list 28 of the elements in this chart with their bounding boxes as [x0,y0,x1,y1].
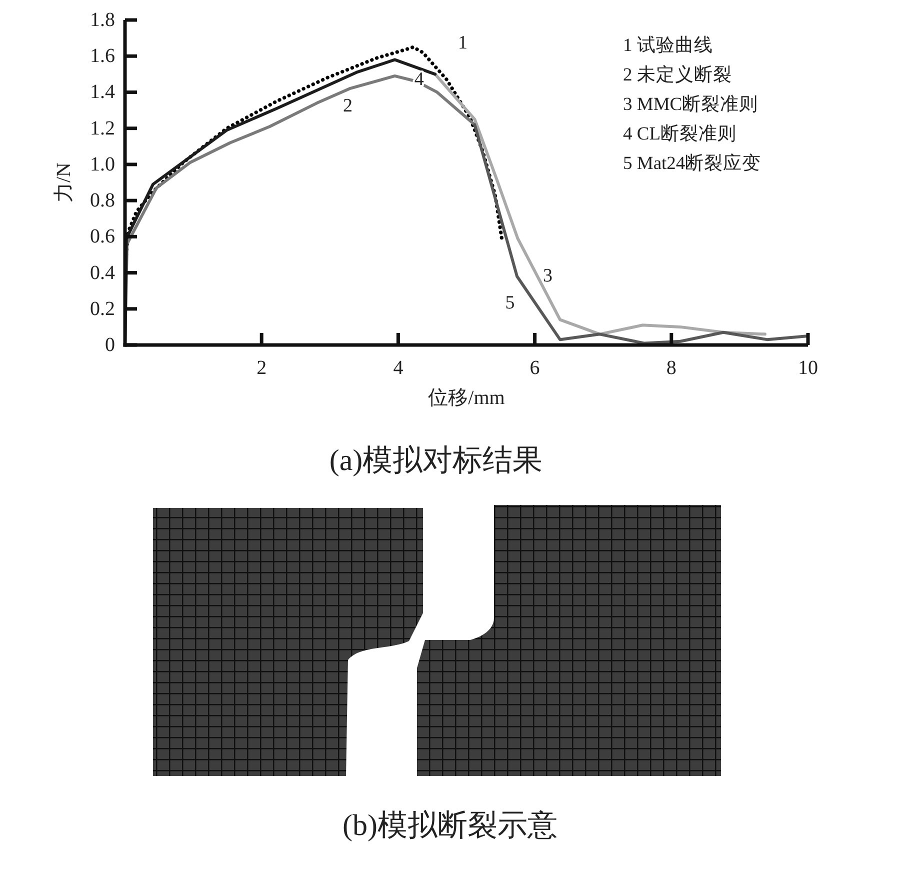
y-tick-label: 1.0 [90,153,115,176]
annotation: 3 MMC断裂准则 [623,94,758,115]
y-tick-label: 0.4 [90,262,115,284]
annotation: 2 [342,95,352,116]
y-tick-label: 0.8 [90,190,115,212]
y-tick-label: 1.2 [90,117,115,140]
y-tick-label: 0 [105,334,115,356]
x-tick-label: 6 [530,357,540,379]
x-tick-label: 8 [666,357,676,379]
annotation: 1 [458,32,468,53]
annotation: 4 CL断裂准则 [623,124,737,144]
y-tick-label: 1.8 [90,9,115,31]
text: (a)模拟对标结果 [329,444,543,477]
annotation: 5 Mat24断裂应变 [623,152,762,174]
text: (b)模拟断裂示意 [342,809,558,842]
x-tick-label: 4 [393,357,404,379]
annotation: 1 试验曲线 [623,35,713,56]
y-tick-label: 1.4 [90,81,115,104]
y-tick-label: 0.2 [90,298,115,320]
annotation: 5 [505,292,515,313]
y-tick-label: 0.6 [90,226,115,248]
annotation: 3 [542,264,552,286]
annotation: 2 未定义断裂 [623,64,732,86]
y-axis-title: 力/N [53,162,75,202]
y-tick-label: 1.6 [90,45,115,68]
x-tick-label: 10 [798,357,818,379]
x-tick-label: 2 [256,357,267,379]
x-axis-title: 位移/mm [428,387,506,409]
